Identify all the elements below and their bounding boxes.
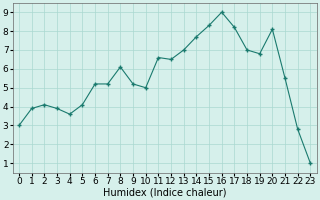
X-axis label: Humidex (Indice chaleur): Humidex (Indice chaleur) <box>103 187 227 197</box>
